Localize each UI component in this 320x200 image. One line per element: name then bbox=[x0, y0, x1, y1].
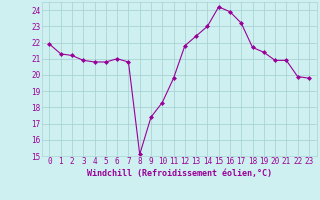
X-axis label: Windchill (Refroidissement éolien,°C): Windchill (Refroidissement éolien,°C) bbox=[87, 169, 272, 178]
